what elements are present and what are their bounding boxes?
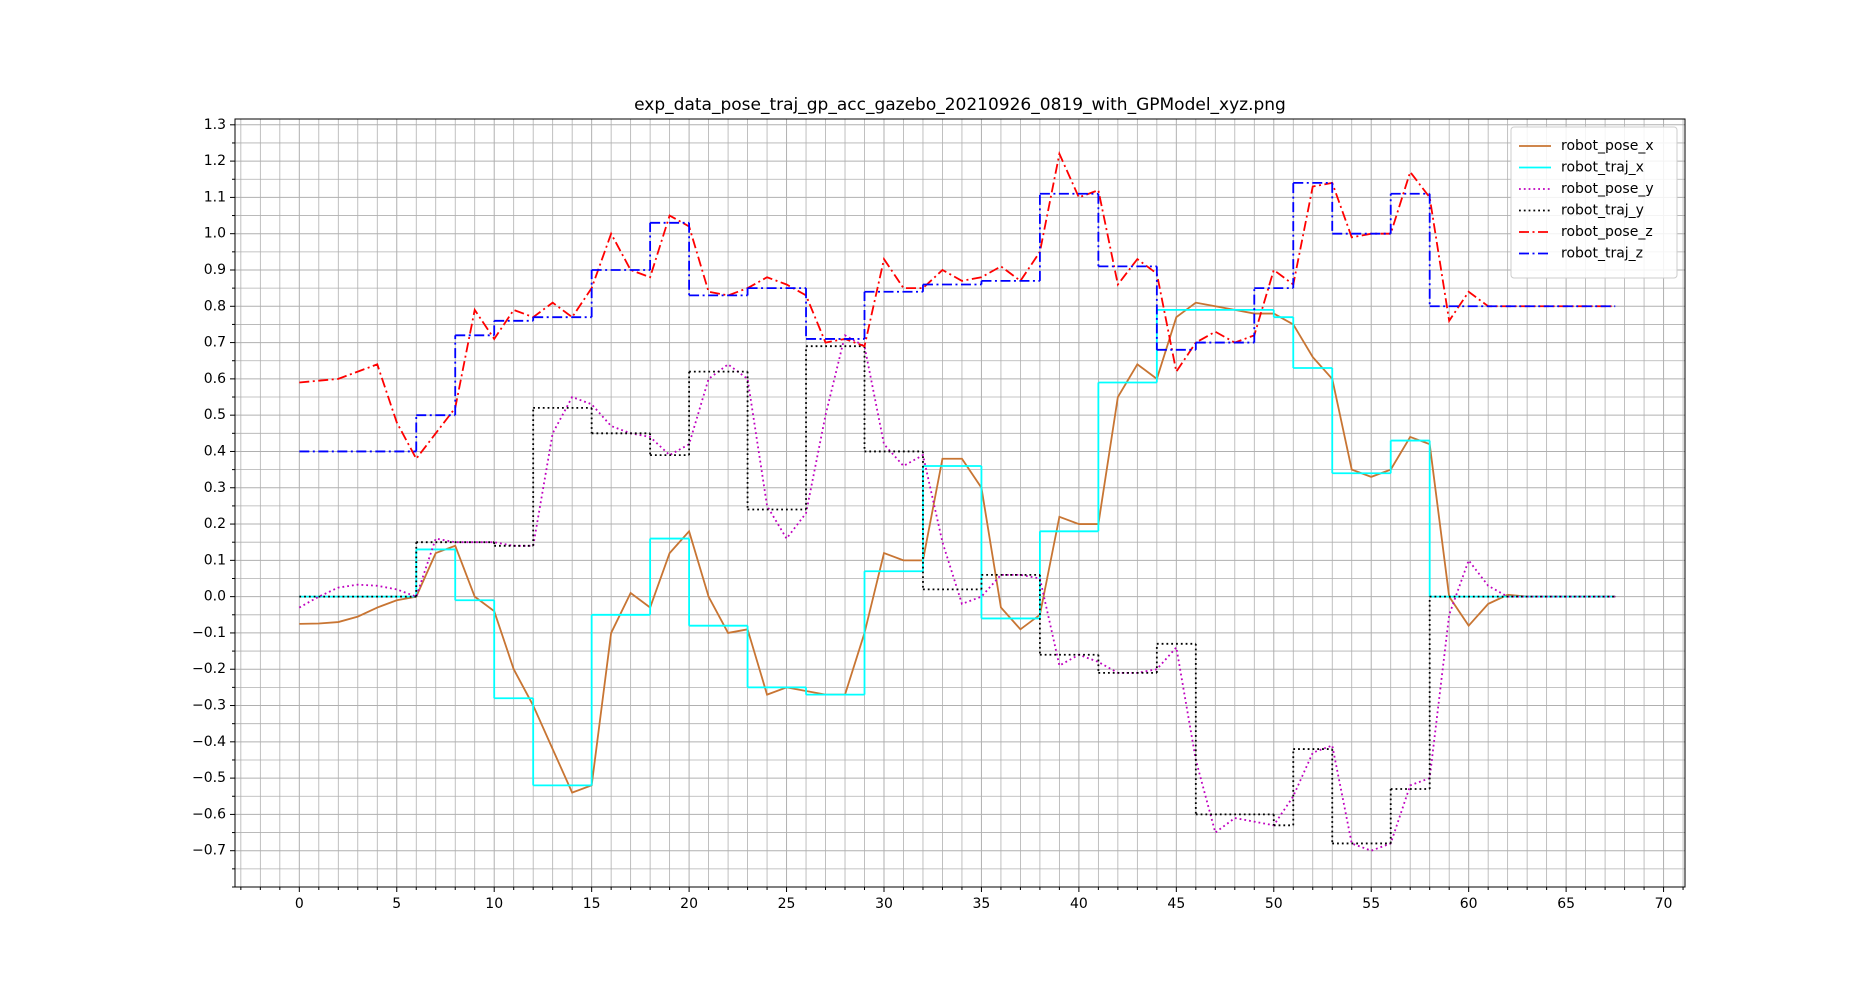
x-tick-label: 0 (295, 896, 304, 912)
series-line (298, 333, 1615, 852)
y-tick-label: 0.6 (204, 371, 226, 387)
x-tick-label: 5 (392, 896, 401, 912)
x-tick-label: 10 (485, 896, 503, 912)
y-tick-label: −0.1 (192, 625, 226, 641)
y-tick-label: 0.1 (204, 552, 226, 568)
y-tick-label: −0.4 (192, 734, 226, 750)
y-tick-label: 1.2 (204, 153, 226, 169)
legend-label: robot_pose_y (1561, 181, 1654, 197)
x-tick-label: 50 (1265, 896, 1283, 912)
y-tick-label: 0.5 (204, 407, 226, 423)
series-line (299, 301, 1615, 794)
axes-frame (234, 118, 1686, 888)
y-tick-label: 0.3 (204, 480, 226, 496)
y-tick-label: 0.9 (204, 262, 226, 278)
y-tick-label: −0.5 (192, 770, 226, 786)
x-tick-label: 55 (1362, 896, 1380, 912)
x-tick-label: 15 (583, 896, 601, 912)
legend-box (1510, 126, 1678, 279)
y-tick-label: −0.3 (192, 698, 226, 714)
y-tick-label: −0.2 (192, 661, 226, 677)
x-tick-label: 20 (680, 896, 698, 912)
plot-lines (298, 150, 1615, 852)
x-tick-label: 30 (875, 896, 893, 912)
legend-label: robot_traj_z (1561, 246, 1643, 262)
y-tick-label: 0.7 (204, 335, 226, 351)
series-line (299, 150, 1615, 461)
legend-label: robot_pose_x (1561, 138, 1654, 154)
x-tick-label: 65 (1557, 896, 1575, 912)
y-tick-label: −0.7 (192, 843, 226, 859)
legend-label: robot_traj_x (1561, 160, 1644, 176)
x-tick-label: 60 (1460, 896, 1478, 912)
y-tick-label: 1.3 (204, 117, 226, 133)
y-tick-label: −0.6 (192, 806, 226, 822)
y-tick-label: 1.0 (204, 226, 226, 242)
y-tick-label: 0.4 (204, 443, 226, 459)
y-tick-label: 0.8 (204, 298, 226, 314)
chart-title: exp_data_pose_traj_gp_acc_gazebo_2021092… (634, 95, 1286, 115)
y-tick-label: 0.0 (204, 589, 226, 605)
x-tick-label: 45 (1167, 896, 1185, 912)
legend-label: robot_pose_z (1561, 224, 1653, 240)
x-tick-label: 40 (1070, 896, 1088, 912)
legend-label: robot_traj_y (1561, 203, 1644, 219)
x-tick-label: 70 (1655, 896, 1673, 912)
y-tick-label: 1.1 (204, 189, 226, 205)
y-tick-label: 0.2 (204, 516, 226, 532)
x-tick-label: 35 (973, 896, 991, 912)
x-tick-label: 25 (778, 896, 796, 912)
